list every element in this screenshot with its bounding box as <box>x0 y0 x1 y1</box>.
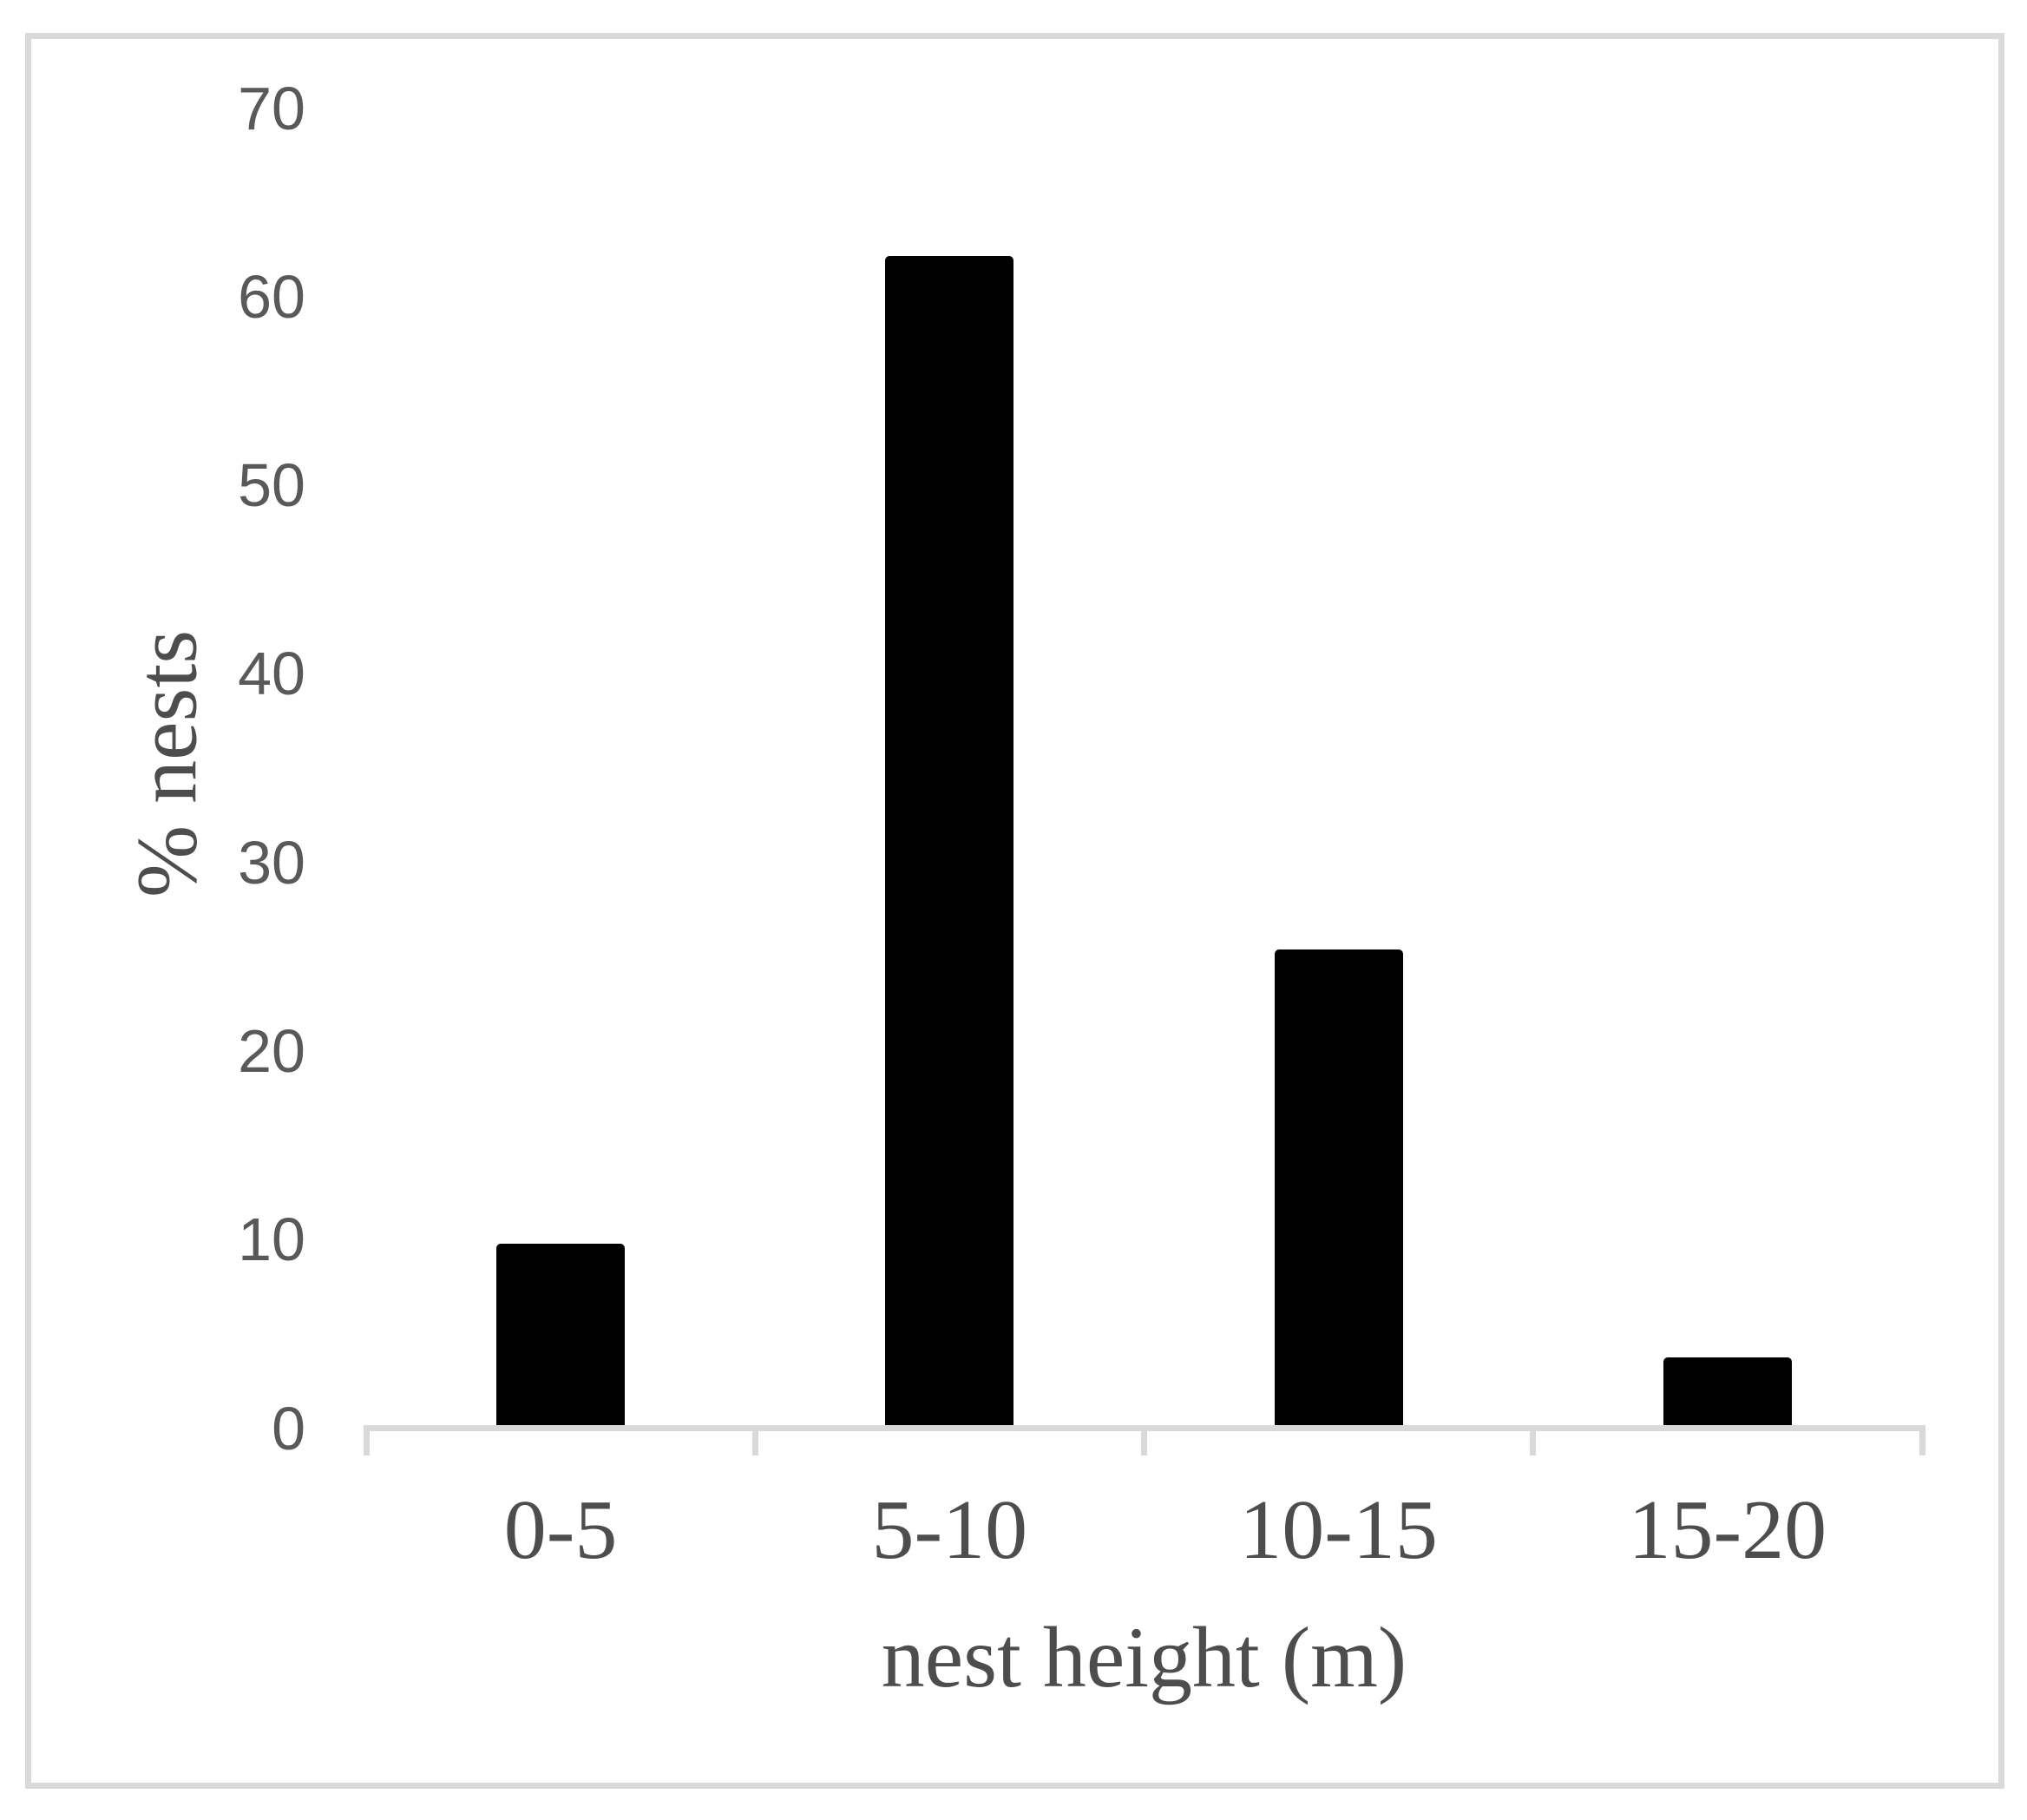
figure-border <box>25 33 2004 1789</box>
x-category-label: 15-20 <box>1628 1483 1827 1577</box>
y-tick-label: 10 <box>238 1206 305 1274</box>
y-tick-label: 40 <box>238 640 305 708</box>
y-tick-label: 20 <box>238 1016 305 1085</box>
x-axis-tick-mark <box>751 1425 758 1455</box>
y-tick-label: 0 <box>272 1394 305 1462</box>
x-category-label: 10-15 <box>1239 1483 1438 1577</box>
y-tick-label: 30 <box>238 828 305 897</box>
bar-0-5 <box>496 1244 626 1425</box>
y-tick-label: 60 <box>238 262 305 331</box>
x-axis-title: nest height (m) <box>881 1609 1407 1705</box>
x-axis-tick-mark <box>1919 1425 1925 1455</box>
y-tick-label: 50 <box>238 451 305 520</box>
bar-5-10 <box>885 255 1014 1425</box>
plot-area <box>366 105 1922 1431</box>
bar-15-20 <box>1663 1357 1792 1425</box>
x-category-label: 5-10 <box>871 1483 1028 1577</box>
x-axis-tick-mark <box>1530 1425 1537 1455</box>
y-tick-label: 70 <box>238 74 305 142</box>
x-category-label: 0-5 <box>503 1483 618 1577</box>
x-axis-tick-mark <box>1141 1425 1147 1455</box>
bar-10-15 <box>1274 949 1403 1425</box>
x-axis-tick-mark <box>363 1425 370 1455</box>
